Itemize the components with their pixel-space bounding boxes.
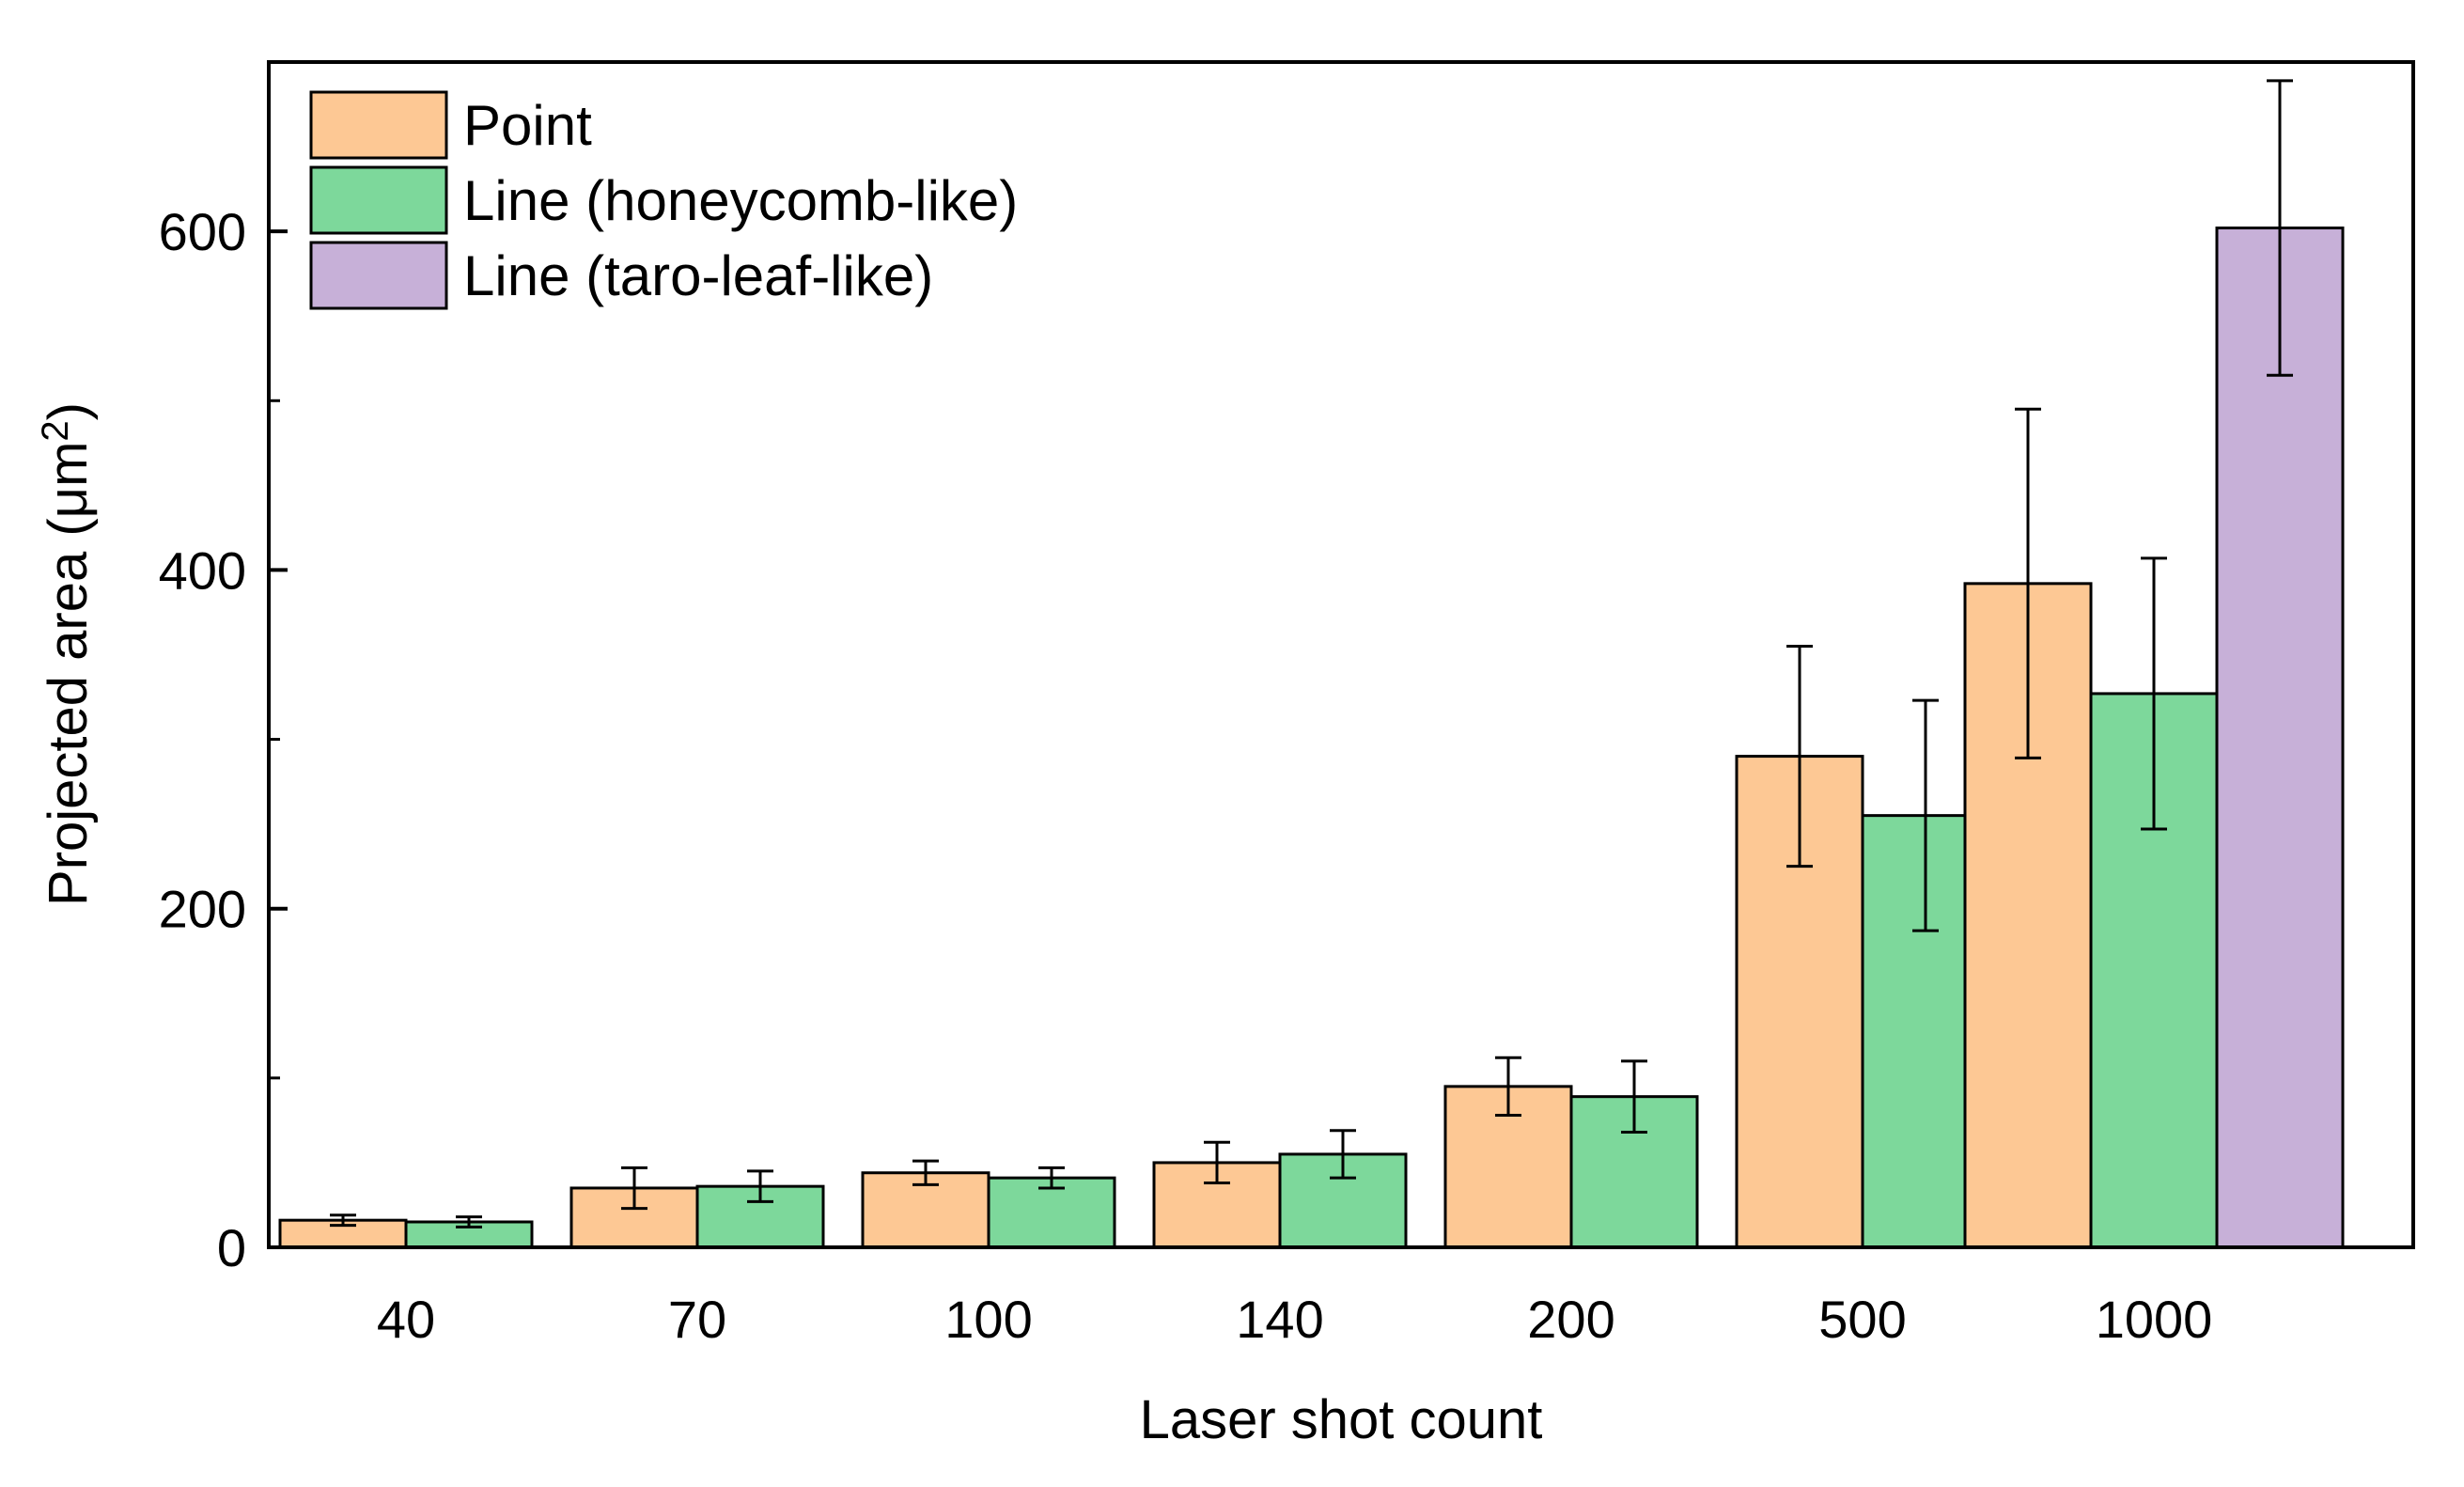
y-tick-label: 0 (217, 1218, 246, 1277)
x-tick-label: 200 (1527, 1290, 1614, 1349)
bar-1-1 (695, 1184, 825, 1249)
y-axis-title-main: Projected area (μm (38, 442, 99, 906)
error-bars-layer (330, 79, 2293, 1229)
error-bar-1-4 (1621, 1059, 1647, 1135)
x-tick-label: 140 (1236, 1290, 1323, 1349)
x-tick-label: 40 (377, 1290, 435, 1349)
error-bar-1-1 (747, 1169, 773, 1203)
y-axis: 0 200 400 600 (159, 202, 288, 1277)
legend-swatch (309, 165, 448, 235)
legend-item-1: Line (honeycomb-like) (309, 165, 1018, 235)
error-bar-0-4 (1495, 1056, 1521, 1117)
error-bar-1-0 (456, 1215, 482, 1229)
x-tick-label: 500 (1818, 1290, 1906, 1349)
bars-layer (278, 227, 2345, 1249)
x-axis: 40 70 100 140 200 500 1000 (377, 1290, 2212, 1349)
y-tick-label: 200 (159, 880, 246, 939)
y-tick-label: 400 (159, 540, 246, 600)
error-bar-0-2 (912, 1159, 939, 1186)
x-tick-label: 100 (944, 1290, 1032, 1349)
error-bar-1-5 (1912, 698, 1939, 932)
y-axis-title-superscript: 2 (35, 420, 76, 441)
legend-item-0: Point (309, 90, 592, 160)
legend-item-2: Line (taro-leaf-like) (309, 241, 933, 310)
y-tick-label: 600 (159, 202, 246, 261)
error-bar-1-3 (1330, 1129, 1356, 1180)
legend-label: Line (honeycomb-like) (463, 169, 1018, 232)
error-bar-1-6 (2141, 556, 2167, 831)
y-axis-title-close: ) (38, 402, 99, 420)
error-bar-1-2 (1038, 1166, 1065, 1190)
legend-swatch (309, 90, 448, 160)
error-bar-2-6 (2267, 79, 2293, 377)
legend-label: Line (taro-leaf-like) (463, 244, 933, 307)
bar-2-6 (2215, 227, 2345, 1249)
legend-label: Point (463, 94, 592, 157)
error-bar-0-0 (330, 1213, 356, 1228)
plot-area-frame (267, 60, 2415, 1249)
x-tick-label: 70 (668, 1290, 726, 1349)
x-tick-label: 1000 (2096, 1290, 2213, 1349)
legend: Point Line (honeycomb-like) Line (taro-lea… (309, 90, 1018, 310)
error-bar-0-1 (621, 1166, 647, 1211)
legend-swatch (309, 241, 448, 310)
error-bar-0-5 (1786, 644, 1813, 869)
bar-1-2 (987, 1176, 1116, 1249)
y-axis-title: Projected area (μm2) (35, 402, 99, 906)
error-bar-0-6 (2015, 407, 2041, 759)
error-bar-0-3 (1204, 1140, 1230, 1185)
x-axis-title: Laser shot count (1140, 1389, 1543, 1450)
